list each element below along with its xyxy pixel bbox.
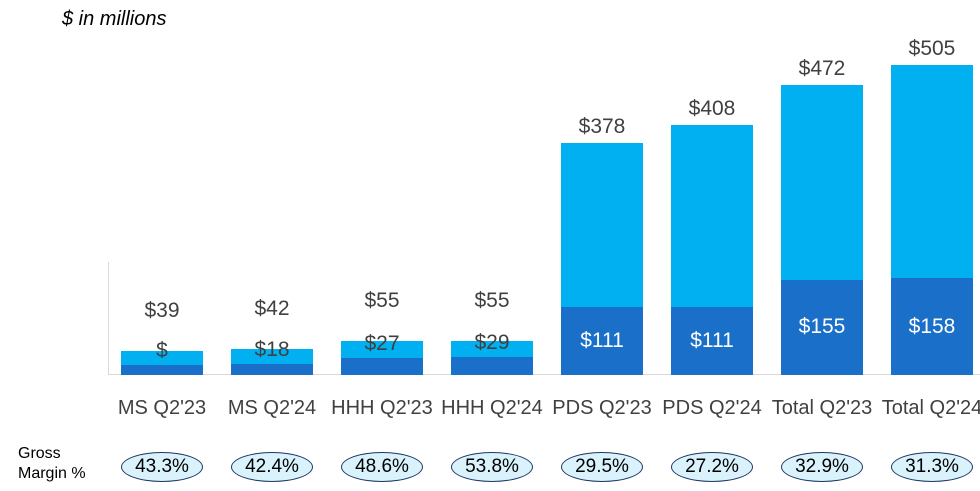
bar-segment <box>451 357 533 375</box>
margin-label: 43.3% <box>121 452 203 482</box>
total-label: $55 <box>364 289 400 313</box>
subtitle: $ in millions <box>62 8 167 30</box>
bar-segment <box>121 364 203 375</box>
total-label: $39 <box>144 299 180 323</box>
total-label: $472 <box>798 57 846 81</box>
x-tick-label: HHH Q2'23 <box>331 397 433 419</box>
total-label: $408 <box>688 96 736 120</box>
total-label: $378 <box>578 114 626 138</box>
x-tick-label: MS Q2'23 <box>117 397 207 419</box>
total-label: $505 <box>908 37 956 60</box>
segment-label: $ <box>156 338 168 362</box>
margin-label: 29.5% <box>561 452 643 482</box>
total-label: $42 <box>254 297 290 321</box>
bar-segment <box>671 124 753 307</box>
margin-label: 32.9% <box>781 452 863 482</box>
segment-label: $29 <box>474 331 510 355</box>
margin-label: 42.4% <box>231 452 313 482</box>
margin-label: 27.2% <box>671 452 753 482</box>
margin-label: 53.8% <box>451 452 533 482</box>
bar-segment <box>891 278 973 375</box>
bar-segment <box>561 142 643 307</box>
bar-segment <box>451 341 533 358</box>
margin-label: 48.6% <box>341 452 423 482</box>
bar-segment <box>341 358 423 375</box>
axis-line <box>108 262 109 375</box>
segment-label: $27 <box>364 332 400 356</box>
bar-segment <box>561 306 643 375</box>
bar-segment <box>781 279 863 375</box>
segment-label: $111 <box>580 328 624 352</box>
bar-segment <box>671 306 753 375</box>
x-tick-label: Total Q2'24 <box>881 397 980 419</box>
x-tick-label: PDS Q2'24 <box>662 397 762 419</box>
bar-segment <box>891 65 973 278</box>
segment-label: $158 <box>908 314 956 338</box>
margin-title: Gross Margin % <box>18 445 86 482</box>
x-tick-label: PDS Q2'23 <box>552 397 652 419</box>
margin-label: 31.3% <box>891 452 973 482</box>
bar-segment <box>231 363 313 375</box>
x-tick-label: Total Q2'23 <box>771 397 873 419</box>
bar-segment <box>341 341 423 359</box>
segment-label: $155 <box>798 315 846 339</box>
total-label: $55 <box>474 289 510 313</box>
x-tick-label: HHH Q2'24 <box>441 397 543 419</box>
bar-segment <box>121 351 203 365</box>
bar-segment <box>231 349 313 364</box>
segment-label: $111 <box>690 328 734 352</box>
x-tick-label: MS Q2'24 <box>227 397 317 419</box>
segment-label: $18 <box>254 337 290 361</box>
baseline <box>108 374 980 375</box>
bar-segment <box>781 85 863 280</box>
